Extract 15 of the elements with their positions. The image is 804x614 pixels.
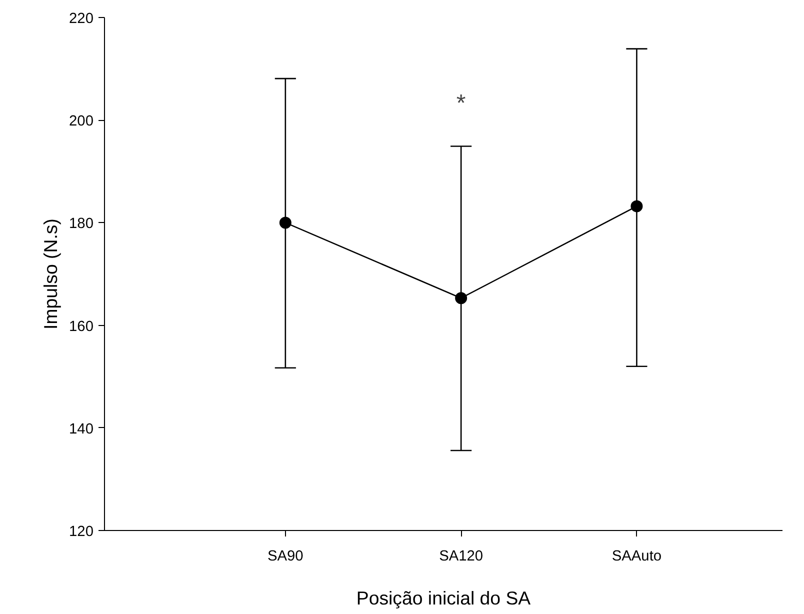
x-axis-title: Posição inicial do SA	[356, 588, 532, 608]
x-tick-label: SA90	[267, 548, 304, 564]
annotation: *	[456, 90, 466, 117]
y-tick-label: 220	[69, 11, 94, 27]
x-tick-label: SA120	[439, 548, 484, 564]
point	[279, 216, 292, 229]
y-tick-label: 120	[69, 524, 94, 540]
point	[455, 292, 468, 304]
y-axis-title: Impulso (N.s)	[40, 218, 62, 330]
point	[630, 200, 643, 212]
x-tick-label: SAAuto	[612, 548, 662, 564]
y-tick-label: 140	[69, 421, 94, 438]
y-tick-label: 200	[69, 114, 94, 130]
y-tick-label: 180	[69, 216, 94, 232]
y-tick-label: 160	[69, 318, 94, 335]
